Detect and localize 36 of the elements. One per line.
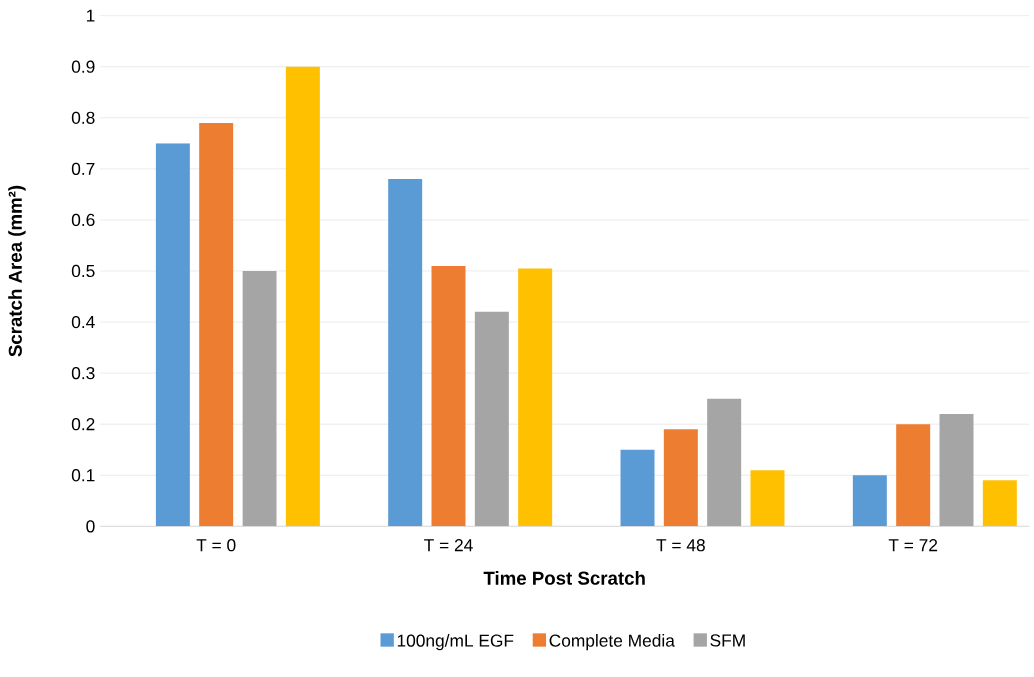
- y-tick-label: 0.1: [71, 469, 95, 482]
- bar: [982, 480, 1017, 527]
- y-tick-label: 1: [86, 9, 95, 22]
- legend-label: Complete Media: [549, 634, 675, 651]
- y-tick-label: 0.7: [71, 162, 95, 175]
- y-tick-label: 0.6: [71, 213, 95, 227]
- bar: [474, 311, 509, 527]
- legend-label: SFM: [710, 634, 745, 647]
- y-tick-label: 0.5: [71, 264, 95, 278]
- bar: [750, 470, 785, 527]
- bar: [852, 475, 887, 527]
- x-tick-label: T = 72: [888, 539, 938, 552]
- y-tick-label: 0.2: [71, 418, 95, 431]
- bar: [620, 449, 655, 527]
- bar: [518, 268, 553, 527]
- x-axis-title: Time Post Scratch: [483, 571, 645, 585]
- bar: [707, 398, 742, 527]
- x-tick-label: T = 0: [196, 539, 236, 552]
- x-tick-label: T = 24: [424, 539, 473, 552]
- y-tick-label: 0.8: [71, 111, 95, 124]
- y-tick-label: 0.4: [71, 315, 95, 329]
- bar: [285, 66, 320, 527]
- bar: [199, 122, 234, 527]
- bar: [155, 143, 190, 527]
- bar: [242, 270, 277, 527]
- bar: [896, 424, 931, 527]
- bar: [431, 265, 466, 527]
- y-tick-label: 0: [86, 520, 95, 533]
- y-tick-label: 0.3: [71, 366, 95, 380]
- y-axis-title: Scratch Area (mm²): [8, 185, 26, 357]
- bar: [939, 413, 974, 527]
- y-tick-label: 0.9: [71, 60, 95, 73]
- legend-label: 100ng/mL EGF: [397, 634, 514, 651]
- bar: [663, 429, 698, 527]
- x-tick-label: T = 48: [656, 539, 705, 552]
- bar: [388, 179, 423, 527]
